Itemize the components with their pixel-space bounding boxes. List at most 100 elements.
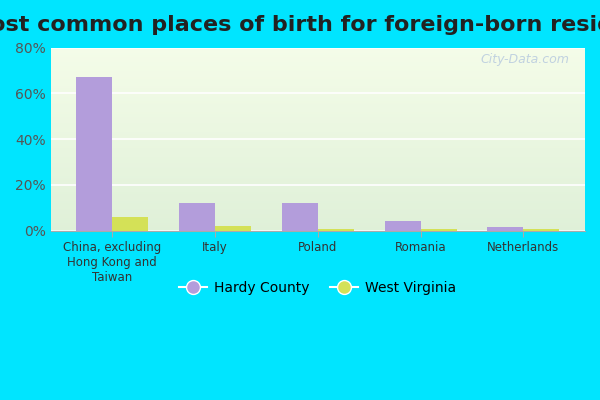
Bar (50, 51, 585, 53)
Bar (50, 222, 585, 223)
Bar (50, 196, 585, 198)
Bar (50, 136, 585, 137)
Bar (50, 192, 585, 194)
Bar (50, 145, 585, 146)
Bar (50, 148, 585, 150)
Bar (50, 216, 585, 218)
Legend: Hardy County, West Virginia: Hardy County, West Virginia (174, 275, 462, 300)
Bar (487, 227, 523, 230)
Bar (50, 115, 585, 117)
Bar (50, 50, 585, 51)
Bar (50, 104, 585, 106)
Bar (50, 64, 585, 66)
Bar (50, 227, 585, 229)
Bar (50, 68, 585, 70)
Bar (50, 163, 585, 165)
Title: Most common places of birth for foreign-born residents: Most common places of birth for foreign-… (0, 15, 600, 35)
Bar (50, 48, 585, 50)
Bar (50, 123, 585, 124)
Bar (50, 97, 585, 99)
Text: City-Data.com: City-Data.com (480, 53, 569, 66)
Bar (50, 152, 585, 154)
Bar (50, 168, 585, 170)
Bar (50, 176, 585, 178)
Bar (50, 205, 585, 207)
Bar (50, 209, 585, 210)
Bar (50, 53, 585, 55)
Bar (282, 203, 318, 230)
Bar (50, 198, 585, 200)
Bar (50, 223, 585, 225)
Bar (50, 225, 585, 227)
Bar (50, 77, 585, 79)
Bar (50, 102, 585, 104)
Bar (50, 124, 585, 126)
Bar (50, 174, 585, 176)
Bar (50, 106, 585, 108)
Bar (50, 185, 585, 187)
Bar (50, 214, 585, 216)
Bar (50, 112, 585, 114)
Bar (50, 210, 585, 212)
Bar (76, 77, 112, 230)
Bar (50, 95, 585, 97)
Bar (50, 181, 585, 183)
Bar (50, 79, 585, 80)
Bar (50, 108, 585, 110)
Bar (50, 90, 585, 92)
Bar (50, 119, 585, 121)
Bar (50, 55, 585, 57)
Bar (50, 92, 585, 93)
Bar (50, 60, 585, 62)
Bar (50, 190, 585, 192)
Bar (50, 143, 585, 145)
Bar (50, 178, 585, 179)
Bar (50, 86, 585, 88)
Bar (50, 183, 585, 185)
Bar (50, 137, 585, 139)
Bar (50, 82, 585, 84)
Bar (50, 179, 585, 181)
Bar (50, 130, 585, 132)
Bar (50, 80, 585, 82)
Bar (50, 229, 585, 230)
Bar (385, 222, 421, 230)
Bar (50, 146, 585, 148)
Bar (50, 93, 585, 95)
Bar (50, 110, 585, 112)
Bar (50, 59, 585, 60)
Bar (50, 57, 585, 59)
Bar (50, 172, 585, 174)
Bar (50, 84, 585, 86)
Bar (112, 217, 148, 230)
Bar (50, 126, 585, 128)
Bar (50, 203, 585, 205)
Bar (50, 70, 585, 72)
Bar (50, 188, 585, 190)
Bar (179, 203, 215, 230)
Bar (50, 132, 585, 134)
Bar (50, 75, 585, 77)
Bar (50, 150, 585, 152)
Bar (50, 141, 585, 143)
Bar (50, 72, 585, 73)
Bar (50, 187, 585, 188)
Bar (50, 99, 585, 101)
Bar (50, 156, 585, 158)
Bar (50, 201, 585, 203)
Bar (50, 66, 585, 68)
Bar (50, 121, 585, 123)
Bar (50, 166, 585, 168)
Bar (215, 226, 251, 230)
Bar (50, 62, 585, 64)
Bar (50, 154, 585, 156)
Bar (50, 165, 585, 166)
Bar (50, 128, 585, 130)
Bar (50, 88, 585, 90)
Bar (50, 170, 585, 172)
Bar (50, 114, 585, 115)
Bar (50, 207, 585, 209)
Bar (50, 159, 585, 161)
Bar (50, 139, 585, 141)
Bar (50, 200, 585, 201)
